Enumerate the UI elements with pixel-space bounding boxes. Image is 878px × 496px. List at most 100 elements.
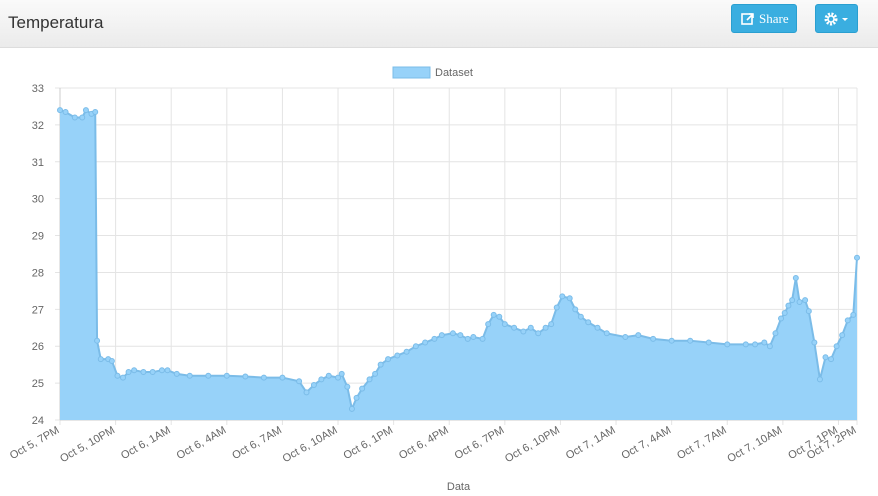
point: [464, 335, 471, 342]
header: Temperatura Share: [0, 0, 878, 48]
point: [839, 332, 846, 339]
point: [353, 394, 360, 401]
point: [296, 378, 303, 385]
point: [108, 357, 115, 364]
point: [542, 324, 549, 331]
point: [572, 306, 579, 313]
y-tick-label: 28: [32, 267, 44, 279]
y-tick-label: 25: [32, 378, 44, 390]
point: [325, 372, 332, 379]
point: [57, 107, 63, 114]
x-tick-label: Oct 6, 4PM: [397, 424, 451, 462]
point: [785, 302, 792, 309]
x-tick-label: Oct 7, 1AM: [564, 424, 618, 462]
point: [535, 330, 542, 337]
point: [833, 343, 840, 350]
point: [359, 385, 366, 392]
point: [850, 311, 857, 318]
point: [752, 341, 759, 348]
y-tick-label: 30: [32, 194, 44, 206]
point: [811, 339, 818, 346]
x-tick-label: Oct 6, 10PM: [503, 424, 562, 465]
x-tick-label: Oct 6, 1PM: [341, 424, 395, 462]
point: [822, 354, 829, 361]
point: [205, 372, 212, 379]
point: [372, 370, 379, 377]
y-tick-label: 32: [32, 120, 44, 132]
point: [92, 108, 99, 115]
point: [566, 295, 573, 302]
settings-button[interactable]: [815, 4, 858, 33]
point: [792, 274, 799, 281]
point: [742, 341, 749, 348]
x-tick-label: Oct 6, 7AM: [230, 424, 284, 462]
point: [724, 341, 731, 348]
point: [366, 376, 373, 383]
point: [125, 369, 132, 376]
point: [559, 293, 566, 300]
share-button[interactable]: Share: [731, 4, 797, 33]
x-tick-label: Oct 7, 10AM: [725, 424, 784, 465]
point: [158, 367, 165, 374]
point: [348, 405, 355, 412]
legend-label: Dataset: [435, 67, 473, 79]
point: [761, 339, 768, 346]
point: [457, 332, 464, 339]
widget-title: Temperatura: [8, 13, 104, 32]
y-tick-label: 33: [32, 83, 44, 95]
point: [650, 335, 657, 342]
y-tick-label: 24: [32, 415, 44, 427]
point: [449, 330, 456, 337]
point: [577, 313, 584, 320]
point: [585, 319, 592, 326]
x-tick-label: Oct 6, 10AM: [281, 424, 340, 465]
point: [242, 373, 249, 380]
point: [114, 372, 121, 379]
x-tick-label: Oct 7, 4AM: [619, 424, 673, 462]
point: [412, 343, 419, 350]
point: [635, 332, 642, 339]
point: [338, 370, 345, 377]
point: [548, 321, 555, 328]
point: [470, 334, 477, 340]
x-tick-label: Oct 7, 7AM: [675, 424, 729, 462]
point: [186, 372, 193, 379]
point: [772, 330, 779, 337]
point: [594, 324, 601, 331]
point: [705, 339, 712, 346]
point: [431, 335, 438, 342]
point: [149, 369, 156, 376]
point: [796, 298, 803, 305]
point: [501, 321, 508, 328]
point: [479, 335, 486, 342]
point: [97, 356, 104, 363]
point: [394, 352, 401, 359]
x-tick-label: Oct 5, 10PM: [58, 424, 117, 465]
point: [805, 308, 812, 315]
point: [828, 356, 835, 363]
point: [844, 317, 851, 324]
point: [164, 367, 171, 374]
point: [553, 304, 560, 311]
point: [260, 374, 267, 381]
point: [94, 337, 101, 344]
point: [422, 339, 429, 346]
gear-icon: [824, 12, 848, 26]
point: [438, 332, 445, 339]
point: [496, 313, 503, 320]
point: [310, 381, 317, 388]
point: [603, 330, 610, 337]
point: [377, 361, 384, 368]
point: [511, 324, 518, 331]
point: [223, 372, 230, 379]
point: [490, 311, 497, 318]
y-tick-label: 27: [32, 304, 44, 316]
point: [816, 376, 823, 383]
point: [62, 108, 69, 115]
point: [173, 370, 180, 377]
x-tick-label: Oct 6, 7PM: [453, 424, 507, 462]
point: [802, 297, 809, 304]
point: [303, 389, 310, 396]
